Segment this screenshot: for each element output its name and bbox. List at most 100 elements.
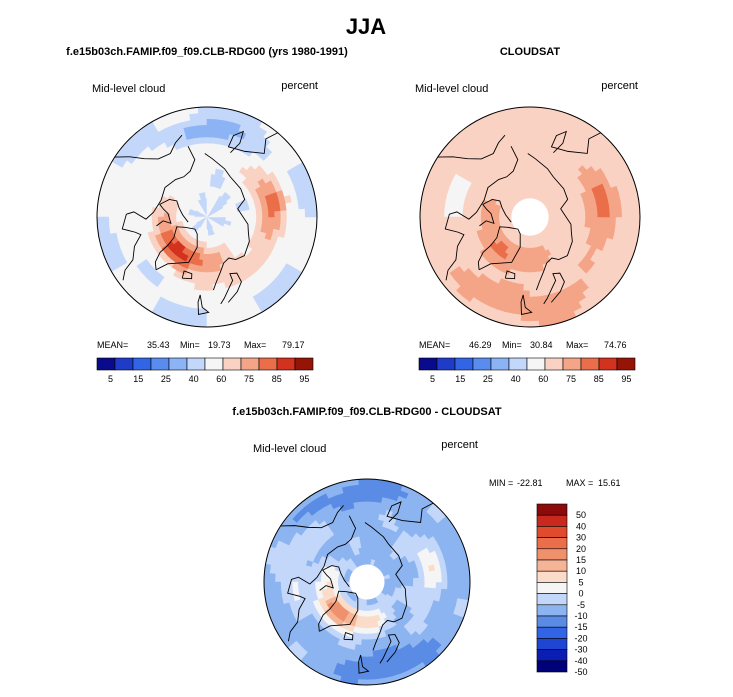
colorbar-swatch xyxy=(537,526,567,537)
map-cell xyxy=(487,213,493,217)
map-cell xyxy=(212,150,218,157)
map-cell xyxy=(627,217,633,226)
stat-mean-label: MEAN= xyxy=(97,340,128,350)
map-cell xyxy=(517,283,524,290)
colorbar-tick-label: 25 xyxy=(483,374,493,384)
map-cell xyxy=(367,485,375,491)
map-cell xyxy=(430,582,436,588)
colorbar-swatch xyxy=(133,358,151,370)
map-cell xyxy=(201,150,207,156)
map-cell xyxy=(451,217,457,224)
map-cell xyxy=(367,542,370,548)
map-cell xyxy=(591,217,597,223)
map-cell xyxy=(444,210,450,217)
map-cell xyxy=(633,217,640,227)
colorbar-swatch xyxy=(537,504,567,515)
map-cell xyxy=(203,254,207,260)
map-cell xyxy=(530,296,537,302)
map-cell xyxy=(584,222,591,228)
map-cell xyxy=(536,138,543,145)
colorbar-tick-label: -50 xyxy=(574,667,587,677)
map-cell xyxy=(530,320,540,327)
map-cell xyxy=(372,519,378,525)
map-cell xyxy=(530,180,533,186)
map-cell xyxy=(372,514,378,520)
map-cell xyxy=(202,266,207,272)
map-cell xyxy=(304,208,310,217)
map-cell xyxy=(207,125,215,131)
map-cell xyxy=(435,582,441,588)
map-cell xyxy=(457,217,463,223)
map-cell xyxy=(273,223,280,230)
colorbar-tick-label: 40 xyxy=(189,374,199,384)
map-cell xyxy=(109,208,115,217)
stat-max-value: 74.76 xyxy=(604,340,627,350)
stat-min-label: Min= xyxy=(180,340,200,350)
colorbar-tick-label: -15 xyxy=(574,622,587,632)
colorbar-swatch xyxy=(599,358,617,370)
map-cell xyxy=(627,208,633,217)
map-cell xyxy=(367,531,371,537)
map-cell xyxy=(430,576,436,582)
map-cell xyxy=(464,582,470,591)
map-cell xyxy=(367,548,370,554)
colorbar-swatch xyxy=(295,358,313,370)
map-cell xyxy=(426,217,432,226)
map-cell xyxy=(267,222,274,228)
colorbar-swatch xyxy=(241,358,259,370)
map-cell xyxy=(418,577,424,582)
stat-min-value: 19.73 xyxy=(208,340,231,350)
map-cell xyxy=(609,210,615,217)
map-cell xyxy=(615,209,621,217)
map-cell xyxy=(358,479,367,485)
map-cell xyxy=(367,496,374,502)
colorbar-tick-label: 75 xyxy=(566,374,576,384)
colorbar-swatch xyxy=(537,571,567,582)
colorbar-tick-label: 15 xyxy=(576,555,586,565)
map-cell xyxy=(207,320,217,327)
map-cell xyxy=(447,575,453,582)
stat-min-value: 30.84 xyxy=(530,340,553,350)
stat-min-label: MIN = xyxy=(489,478,513,488)
map-cell xyxy=(194,283,201,290)
map-cell xyxy=(530,168,534,174)
colorbar-swatch xyxy=(537,549,567,560)
map-cell xyxy=(327,579,333,582)
map-cell xyxy=(527,247,530,253)
map-cell xyxy=(524,144,530,150)
panel-model: f.e15b03ch.FAMIP.f09_f09.CLB-RDG00 (yrs … xyxy=(66,46,348,384)
colorbar-tick-label: 60 xyxy=(538,374,548,384)
map-cell xyxy=(164,213,170,217)
map-cell xyxy=(432,208,438,217)
map-model xyxy=(97,107,317,327)
colorbar-tick-label: 40 xyxy=(511,374,521,384)
map-cell xyxy=(530,119,539,125)
map-cell xyxy=(197,107,207,114)
map-cell xyxy=(213,138,220,145)
map-cell xyxy=(530,138,537,144)
map-cell xyxy=(134,217,140,223)
map-cell xyxy=(602,223,609,230)
map-cell xyxy=(298,217,304,226)
map-cell xyxy=(367,565,368,571)
map-cell xyxy=(207,144,213,150)
map-cell xyxy=(197,320,207,327)
colorbar-tick-label: -30 xyxy=(574,645,587,655)
map-cell xyxy=(367,513,373,519)
map-cell xyxy=(97,207,104,217)
map-cell xyxy=(115,209,121,217)
map-cell xyxy=(202,156,207,162)
map-cell xyxy=(603,210,609,217)
panel-obs-title: CLOUDSAT xyxy=(500,46,561,58)
map-cell xyxy=(362,639,367,645)
map-cell xyxy=(597,217,603,223)
map-cell xyxy=(207,314,216,320)
map-cell xyxy=(198,119,207,125)
map-cell xyxy=(361,508,367,514)
map-cell xyxy=(481,213,487,217)
map-cell xyxy=(274,211,280,217)
colorbar-swatch xyxy=(187,358,205,370)
map-cell xyxy=(367,633,372,639)
map-cell xyxy=(109,217,115,226)
colorbar-tick-label: 10 xyxy=(576,566,586,576)
